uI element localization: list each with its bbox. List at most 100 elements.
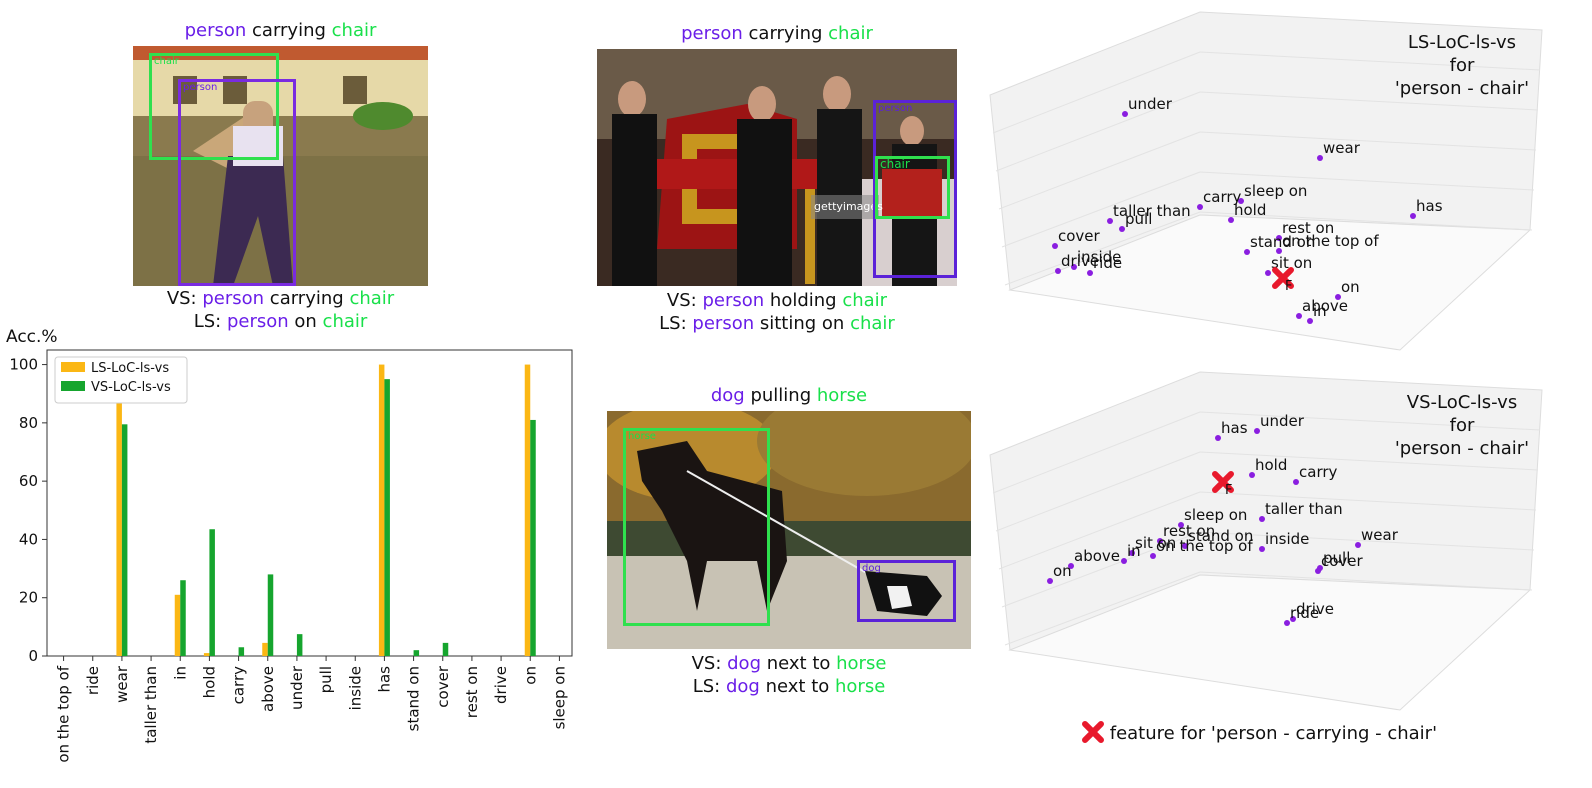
scatter-point [1254, 428, 1260, 434]
scatter-point [1052, 243, 1058, 249]
y-tick-label: 80 [19, 414, 38, 432]
scatter-point [1182, 543, 1188, 549]
scatter-point-label: sit on [1271, 254, 1312, 272]
example1-subject-box: person [178, 79, 296, 286]
scatter-point-label: cover [1058, 227, 1101, 245]
y-tick-label: 40 [19, 530, 38, 548]
example2-header: person carrying chair [681, 23, 873, 44]
feature-marker [1272, 267, 1294, 289]
grid-line [1001, 531, 1201, 608]
grid-line [995, 91, 1201, 172]
feature-marker [1212, 471, 1234, 493]
feature-legend: feature for 'person - carrying - chair' [1082, 721, 1437, 747]
scatter-point-label: sit on [1135, 534, 1176, 552]
scatter-point [1296, 313, 1302, 319]
scatter-point [1249, 472, 1255, 478]
x-tick-label: taller than [142, 666, 160, 744]
scatter-point [1265, 270, 1271, 276]
scatter-point-label: in [1127, 542, 1141, 560]
bar-vs [121, 424, 128, 656]
scatter-point-label: hold [1234, 201, 1266, 219]
example3-ls-caption: LS: dog next to horse [692, 676, 886, 697]
scatter-point-label: rest on [1163, 522, 1215, 540]
scatter-point-label: carry [1203, 188, 1242, 206]
x-tick-label: has [375, 666, 393, 693]
example2-object-box: chair [875, 156, 950, 219]
scatter-point [1122, 111, 1128, 117]
scatter-point-label: wear [1323, 139, 1361, 157]
scatter-point-label: taller than [1113, 202, 1191, 220]
scatter-title-line: LS-LoC-ls-vs [1408, 32, 1516, 53]
example2-photo: gettyimages person chair [597, 49, 957, 286]
scatter-point-label: on [1341, 278, 1360, 296]
grid-line [995, 451, 1201, 532]
x-tick-label: hold [200, 666, 218, 698]
scatter-point-label: ride [1093, 254, 1122, 272]
scatter-point [1315, 568, 1321, 574]
example1-header: person carrying chair [184, 20, 377, 41]
y-tick-label: 100 [9, 356, 38, 374]
scatter-point [1307, 318, 1313, 324]
example3-vs-caption: VS: dog next to horse [691, 653, 887, 674]
scatter-point-label: taller than [1265, 500, 1343, 518]
scatter-point-label: sleep on [1244, 182, 1307, 200]
accuracy-bar-chart: Acc.% 0 20 40 60 80 100 on the top of ride wear ta… [6, 327, 573, 763]
scatter-point-label: pull [1125, 210, 1152, 228]
scatter-point [1068, 563, 1074, 569]
scatter-point-label: sleep on [1184, 506, 1247, 524]
red-x-icon [1082, 721, 1104, 743]
scatter-point [1259, 516, 1265, 522]
bar-vs [530, 419, 536, 656]
bar-ls [378, 364, 385, 656]
scatter-point-label: under [1260, 412, 1305, 430]
scatter-point-label: wear [1361, 526, 1399, 544]
bar-ls [174, 594, 181, 656]
example2-ls-caption: LS: person sitting on chair [659, 313, 895, 334]
x-tick-label: stand on [405, 666, 423, 731]
bar-ls [262, 642, 268, 656]
example2-photo-art: gettyimages [597, 49, 957, 286]
grid-line [1001, 171, 1201, 248]
feature-legend-text: feature for 'person - carrying - chair' [1109, 723, 1438, 744]
scatter-point [1335, 294, 1341, 300]
x-tick-label: on the top of [55, 665, 73, 762]
legend-label: VS-LoC-ls-vs [91, 380, 171, 395]
grid-line [1199, 531, 1535, 551]
grid-line [1199, 91, 1539, 111]
example3-header: dog pulling horse [710, 385, 868, 406]
grid-line [1199, 451, 1539, 471]
grid-line [1199, 411, 1541, 431]
scatter-point-label: above [1074, 547, 1120, 565]
scatter-point [1129, 550, 1135, 556]
scatter-point [1197, 204, 1203, 210]
scatter-point [1259, 546, 1265, 552]
scatter-point [1107, 218, 1113, 224]
scatter-point [1355, 542, 1361, 548]
grid-line [1004, 211, 1201, 286]
scatter-point-label: cover [1321, 552, 1364, 570]
scatter-point [1150, 553, 1156, 559]
legend-swatch [61, 381, 85, 391]
x-tick-label: above [259, 666, 277, 712]
scatter-point [1276, 248, 1282, 254]
y-tick-label: 60 [19, 472, 38, 490]
bar-ls [524, 364, 531, 656]
y-tick-label: 0 [28, 647, 38, 665]
feature-label: F [1285, 279, 1292, 294]
grid-line [1199, 491, 1537, 511]
bar-vs [238, 647, 245, 656]
scatter-point [1071, 264, 1077, 270]
scatter-point-label: has [1221, 419, 1248, 437]
scatter-point-label: drive [1061, 252, 1099, 270]
y-tick-label: 20 [19, 589, 38, 607]
scatter-point [1121, 558, 1127, 564]
scatter-point [1047, 578, 1053, 584]
plot-frame [46, 349, 573, 657]
grid-line [1199, 51, 1541, 71]
scatter-point-label: on the top of [1156, 537, 1253, 555]
grid-line [1199, 171, 1535, 191]
bar-vs [296, 634, 303, 656]
example1-object-box: chair [149, 53, 279, 160]
